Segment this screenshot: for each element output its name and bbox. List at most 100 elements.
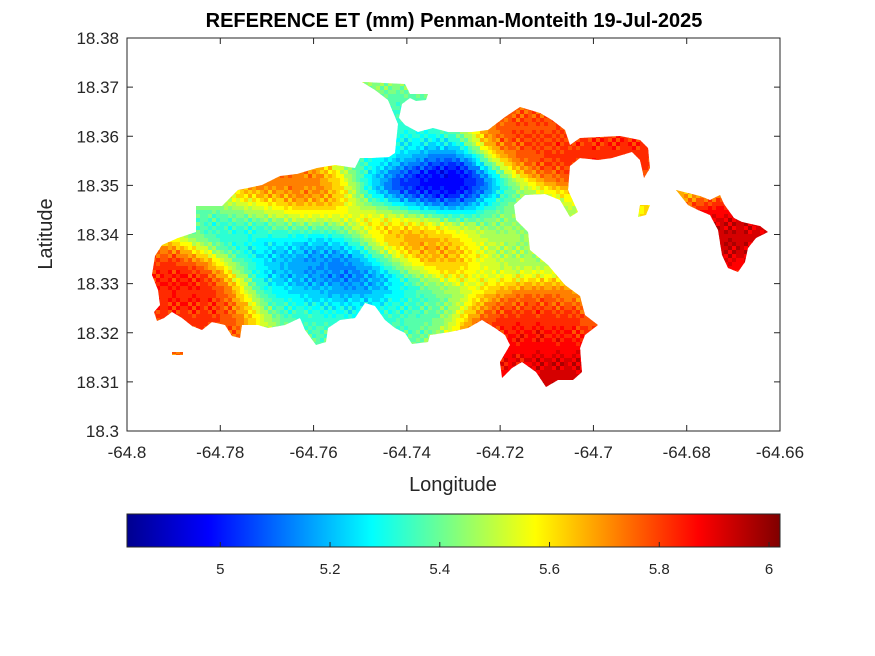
heatmap-cell: [732, 150, 737, 155]
heatmap-cell: [668, 134, 673, 139]
heatmap-cell: [200, 162, 205, 167]
heatmap-cell: [500, 198, 505, 203]
heatmap-cell: [564, 110, 569, 115]
heatmap-cell: [648, 130, 653, 135]
heatmap-cell: [556, 154, 561, 159]
heatmap-cell: [568, 190, 573, 195]
heatmap-cell: [648, 86, 653, 91]
heatmap-cell: [180, 142, 185, 147]
heatmap-cell: [616, 178, 621, 183]
heatmap-cell: [676, 94, 681, 99]
heatmap-cell: [172, 198, 177, 203]
heatmap-cell: [344, 134, 349, 139]
heatmap-cell: [540, 90, 545, 95]
heatmap-cell: [744, 198, 749, 203]
heatmap-cell: [516, 162, 521, 167]
heatmap-cell: [392, 86, 397, 91]
heatmap-cell: [184, 158, 189, 163]
heatmap-cell: [640, 114, 645, 119]
heatmap-cell: [508, 134, 513, 139]
heatmap-cell: [564, 146, 569, 151]
heatmap-cell: [424, 134, 429, 139]
heatmap-cell: [264, 150, 269, 155]
heatmap-cell: [488, 202, 493, 207]
heatmap-cell: [752, 114, 757, 119]
heatmap-cell: [300, 146, 305, 151]
heatmap-cell: [640, 150, 645, 155]
heatmap-cell: [676, 82, 681, 83]
heatmap-cell: [536, 118, 541, 123]
heatmap-cell: [464, 82, 469, 83]
heatmap-cell: [676, 190, 681, 195]
heatmap-cell: [320, 102, 325, 107]
heatmap-cell: [296, 146, 301, 151]
heatmap-cell: [520, 142, 525, 147]
heatmap-cell: [736, 114, 741, 119]
heatmap-cell: [488, 178, 493, 183]
heatmap-cell: [700, 162, 705, 167]
heatmap-cell: [552, 90, 557, 95]
heatmap-cell: [152, 122, 157, 127]
heatmap-cell: [456, 202, 461, 207]
heatmap-cell: [352, 162, 357, 167]
heatmap-cell: [568, 186, 573, 191]
heatmap-cell: [268, 82, 273, 83]
heatmap-cell: [612, 98, 617, 103]
heatmap-cell: [192, 102, 197, 107]
heatmap-cell: [576, 142, 581, 147]
heatmap-cell: [620, 186, 625, 191]
heatmap-cell: [752, 130, 757, 135]
heatmap-cell: [252, 90, 257, 95]
heatmap-cell: [456, 114, 461, 119]
heatmap-cell: [232, 102, 237, 107]
heatmap-cell: [632, 118, 637, 123]
heatmap-cell: [588, 194, 593, 199]
heatmap-cell: [620, 190, 625, 195]
heatmap-cell: [192, 178, 197, 183]
heatmap-cell: [288, 170, 293, 175]
heatmap-cell: [680, 90, 685, 95]
heatmap-cell: [652, 134, 657, 139]
heatmap-cell: [204, 170, 209, 175]
heatmap-cell: [448, 170, 453, 175]
heatmap-cell: [316, 122, 321, 127]
heatmap-cell: [396, 102, 401, 107]
heatmap-cell: [656, 126, 661, 131]
heatmap-cell: [420, 158, 425, 163]
heatmap-cell: [628, 82, 633, 87]
heatmap-cell: [544, 118, 549, 123]
heatmap-cell: [384, 102, 389, 107]
heatmap-cell: [160, 102, 165, 107]
heatmap-cell: [368, 154, 373, 159]
heatmap-cell: [420, 154, 425, 159]
heatmap-cell: [544, 198, 549, 203]
heatmap-cell: [444, 98, 449, 103]
heatmap-cell: [280, 198, 285, 203]
heatmap-cell: [664, 134, 669, 139]
heatmap-cell: [276, 162, 281, 167]
heatmap-cell: [672, 170, 677, 175]
heatmap-cell: [592, 106, 597, 111]
heatmap-cell: [188, 194, 193, 199]
heatmap-cell: [688, 162, 693, 167]
heatmap-cell: [520, 170, 525, 175]
heatmap-cell: [512, 118, 517, 123]
heatmap-cell: [204, 154, 209, 159]
heatmap-cell: [768, 134, 773, 139]
heatmap-cell: [508, 190, 513, 195]
heatmap-cell: [220, 150, 225, 155]
heatmap-cell: [408, 202, 413, 207]
heatmap-cell: [648, 178, 653, 183]
heatmap-cell: [652, 182, 657, 187]
heatmap-cell: [596, 98, 601, 103]
heatmap-cell: [664, 110, 669, 115]
heatmap-cell: [216, 198, 221, 203]
heatmap-cell: [188, 122, 193, 127]
heatmap-cell: [408, 182, 413, 187]
heatmap-cell: [544, 158, 549, 163]
heatmap-cell: [160, 142, 165, 147]
heatmap-cell: [356, 190, 361, 195]
heatmap-cell: [596, 114, 601, 119]
heatmap-cell: [352, 86, 357, 91]
heatmap-cell: [616, 86, 621, 91]
